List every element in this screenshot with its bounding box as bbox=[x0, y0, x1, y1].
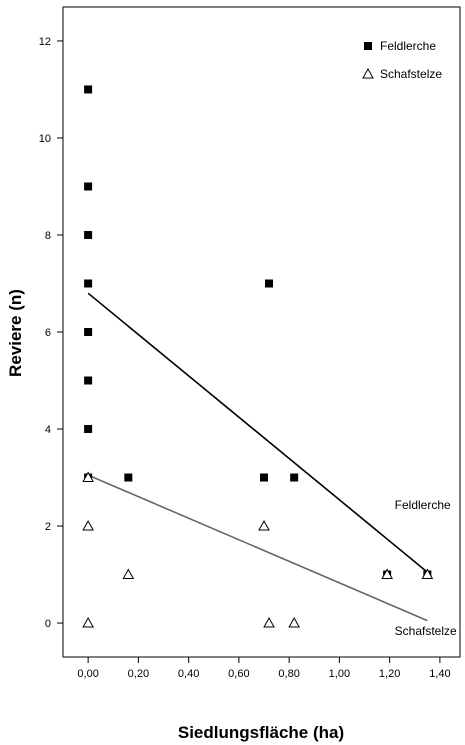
fit-line bbox=[87, 292, 428, 573]
schafstelze-point bbox=[421, 568, 434, 580]
feldlerche-point bbox=[84, 328, 93, 336]
x-tick-label: 0,80 bbox=[278, 668, 299, 680]
y-tick-label: 12 bbox=[39, 36, 51, 48]
plot-frame bbox=[62, 6, 461, 658]
x-tick-label: 0,60 bbox=[228, 668, 249, 680]
schafstelze-point bbox=[82, 617, 94, 628]
y-tick-label: 10 bbox=[39, 133, 51, 145]
y-tick-label: 6 bbox=[45, 327, 51, 339]
x-tick-label: 1,20 bbox=[379, 668, 400, 680]
y-tick-label: 2 bbox=[45, 521, 51, 533]
x-tick-label: 1,40 bbox=[429, 668, 450, 680]
feldlerche-point bbox=[84, 425, 93, 434]
feldlerche-point bbox=[84, 85, 93, 94]
line-label: Schafstelze bbox=[395, 624, 457, 638]
fit-line bbox=[87, 474, 428, 622]
feldlerche-point bbox=[84, 182, 93, 191]
y-axis-title: Reviere (n) bbox=[6, 289, 25, 377]
feldlerche-point bbox=[84, 230, 93, 239]
line-label: Feldlerche bbox=[395, 498, 451, 512]
y-tick-label: 0 bbox=[45, 618, 51, 630]
feldlerche-point bbox=[84, 279, 93, 288]
schafstelze-point bbox=[381, 568, 393, 580]
x-tick-label: 0,20 bbox=[128, 668, 149, 680]
schafstelze-point bbox=[82, 471, 94, 483]
x-axis-title: Siedlungsfläche (ha) bbox=[178, 723, 344, 742]
schafstelze-point bbox=[122, 568, 135, 580]
x-tick-label: 0,00 bbox=[77, 668, 98, 680]
schafstelze-point bbox=[263, 617, 275, 628]
feldlerche-point bbox=[265, 279, 274, 288]
feldlerche-point bbox=[84, 376, 93, 385]
legend-label: Schafstelze bbox=[380, 67, 442, 81]
legend-marker bbox=[364, 42, 372, 50]
legend-label: Feldlerche bbox=[380, 39, 436, 53]
feldlerche-point bbox=[290, 473, 299, 482]
x-tick-label: 1,00 bbox=[329, 668, 350, 680]
legend-marker bbox=[362, 67, 374, 79]
feldlerche-point bbox=[260, 473, 269, 482]
schafstelze-point bbox=[288, 617, 301, 628]
feldlerche-point bbox=[124, 473, 133, 482]
y-tick-label: 4 bbox=[45, 424, 51, 436]
y-tick-label: 8 bbox=[45, 230, 51, 242]
schafstelze-point bbox=[82, 520, 94, 531]
schafstelze-point bbox=[258, 520, 270, 531]
legend: Feldlerche Schafstelze bbox=[362, 39, 442, 81]
x-tick-label: 0,40 bbox=[178, 668, 199, 680]
